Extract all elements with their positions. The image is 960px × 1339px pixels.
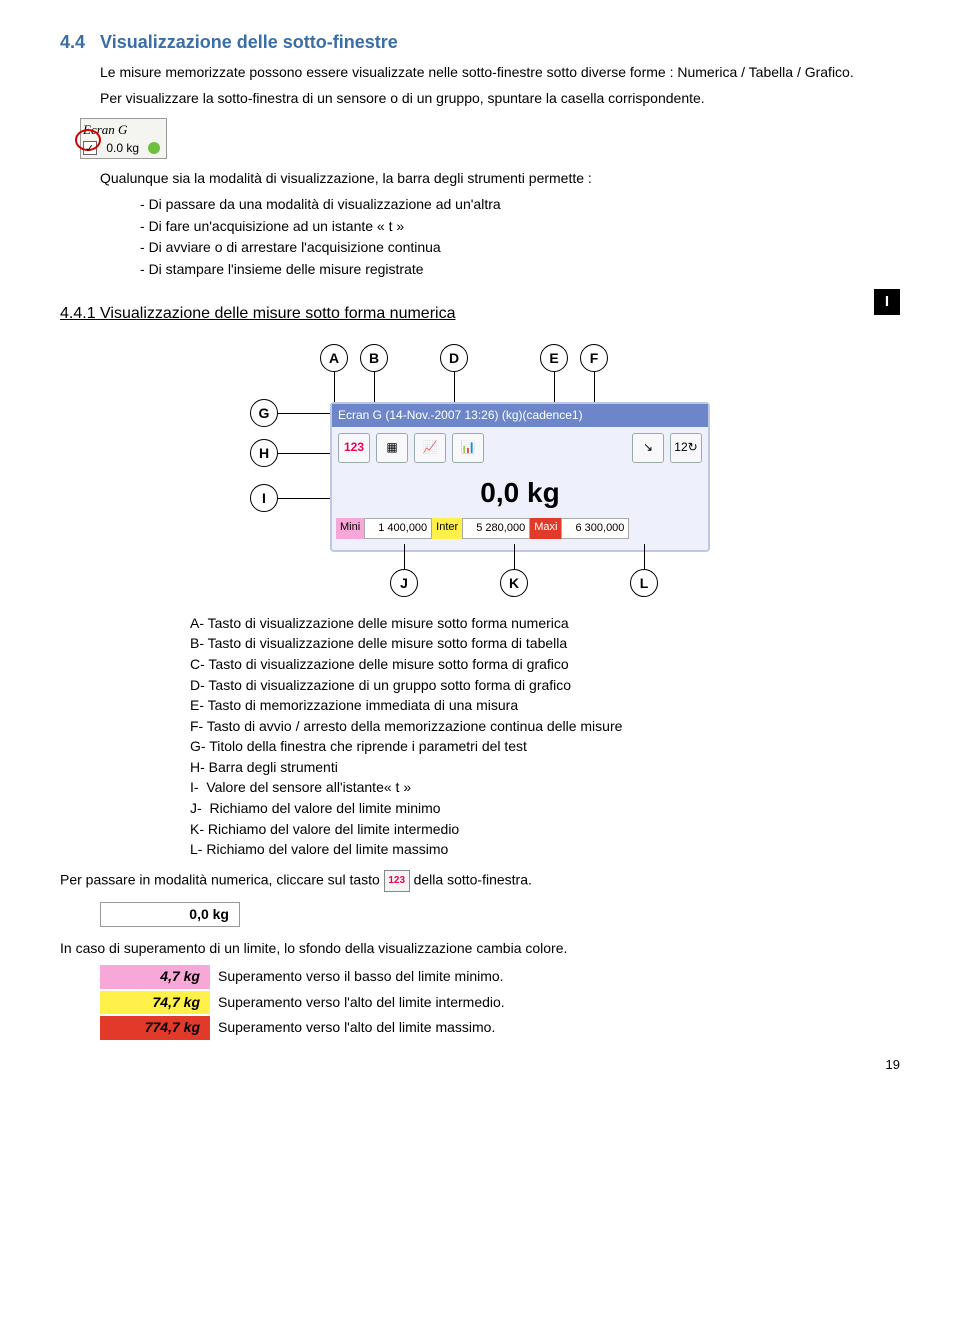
annot-i: I <box>250 484 278 512</box>
annot-h: H <box>250 439 278 467</box>
legend-text: Richiamo del valore del limite intermedi… <box>208 821 459 837</box>
ecran-value: 0.0 kg <box>106 141 139 155</box>
text: Per passare in modalità numerica, clicca… <box>60 872 384 888</box>
group-chart-button[interactable]: 📊 <box>452 433 484 463</box>
annot-a: A <box>320 344 348 372</box>
section-title: Visualizzazione delle sotto-finestre <box>100 32 398 52</box>
annot-d: D <box>440 344 468 372</box>
legend-j: J- Richiamo del valore del limite minimo <box>190 799 900 819</box>
panel-title: Ecran G (14-Nov.-2007 13:26) (kg)(cadenc… <box>332 404 708 427</box>
diagram-line <box>278 453 330 454</box>
legend-text: Tasto di visualizzazione di un gruppo so… <box>208 677 571 693</box>
limit-max-label: Maxi <box>530 518 561 539</box>
intro-2: Per visualizzare la sotto-finestra di un… <box>100 89 900 109</box>
limit-max-text: Superamento verso l'alto del limite mass… <box>218 1018 495 1038</box>
panel-toolbar: 123 ▦ 📈 📊 ↘ 12↻ <box>332 427 708 467</box>
section-number: 4.4 <box>60 32 85 52</box>
led-icon <box>148 142 160 154</box>
legend-e: E- Tasto di memorizzazione immediata di … <box>190 696 900 716</box>
subsection-number: 4.4.1 <box>60 305 96 322</box>
numeric-view-button[interactable]: 123 <box>338 433 370 463</box>
legend-b: B- Tasto di visualizzazione delle misure… <box>190 634 900 654</box>
chart-view-button[interactable]: 📈 <box>414 433 446 463</box>
page-number: 19 <box>60 1056 900 1074</box>
limit-min-swatch: 4,7 kg <box>100 965 210 989</box>
limit-max-swatch: 774,7 kg <box>100 1016 210 1040</box>
list-item: Di passare da una modalità di visualizza… <box>140 195 900 215</box>
annotated-diagram: A B D E F G H I Ecran G (14-Nov.-2007 13… <box>200 344 760 604</box>
legend-text: Tasto di visualizzazione delle misure so… <box>208 615 569 631</box>
diagram-line <box>278 413 330 414</box>
sensor-value: 0,0 kg <box>332 467 708 516</box>
list-item: Di fare un'acquisizione ad un istante « … <box>140 217 900 237</box>
annot-e: E <box>540 344 568 372</box>
limits-row: Mini 1 400,000 Inter 5 280,000 Maxi 6 30… <box>332 516 708 541</box>
annot-k: K <box>500 569 528 597</box>
list-item: Di avviare o di arrestare l'acquisizione… <box>140 238 900 258</box>
annot-l: L <box>630 569 658 597</box>
limit-min-text: Superamento verso il basso del limite mi… <box>218 967 504 987</box>
annot-f: F <box>580 344 608 372</box>
table-view-button[interactable]: ▦ <box>376 433 408 463</box>
intro-1: Le misure memorizzate possono essere vis… <box>100 63 900 83</box>
numeric-mode-instruction: Per passare in modalità numerica, clicca… <box>60 870 900 892</box>
annot-b: B <box>360 344 388 372</box>
legend-h: H- Barra degli strumenti <box>190 758 900 778</box>
legend-f: F- Tasto di avvio / arresto della memori… <box>190 717 900 737</box>
diagram-line <box>404 544 405 569</box>
limit-mid-label: Inter <box>432 518 462 539</box>
snapshot-button[interactable]: ↘ <box>632 433 664 463</box>
text: della sotto-finestra. <box>414 872 532 888</box>
legend-text: Tasto di memorizzazione immediata di una… <box>208 697 518 713</box>
limit-mid-swatch: 74,7 kg <box>100 991 210 1015</box>
record-toggle-button[interactable]: 12↻ <box>670 433 702 463</box>
annotation-legend: A- Tasto di visualizzazione delle misure… <box>190 614 900 860</box>
limit-min-label: Mini <box>336 518 364 539</box>
legend-text: Barra degli strumenti <box>209 759 338 775</box>
legend-g: G- Titolo della finestra che riprende i … <box>190 737 900 757</box>
diagram-line <box>644 544 645 569</box>
toolbar-intro: Qualunque sia la modalità di visualizzaz… <box>100 169 900 189</box>
legend-d: D- Tasto di visualizzazione di un gruppo… <box>190 676 900 696</box>
legend-a: A- Tasto di visualizzazione delle misure… <box>190 614 900 634</box>
toolbar-feature-list: Di passare da una modalità di visualizza… <box>140 195 900 279</box>
status-example: 0,0 kg <box>100 902 240 928</box>
diagram-line <box>278 498 330 499</box>
section-heading: 4.4 Visualizzazione delle sotto-finestre <box>60 30 900 55</box>
limit-mid-example: 74,7 kg Superamento verso l'alto del lim… <box>100 991 900 1015</box>
numeric-mode-icon[interactable]: 123 <box>384 870 410 892</box>
annot-j: J <box>390 569 418 597</box>
language-badge: I <box>874 289 900 315</box>
limit-max-value: 6 300,000 <box>561 518 629 539</box>
legend-text: Titolo della finestra che riprende i par… <box>209 738 527 754</box>
annot-g: G <box>250 399 278 427</box>
ecran-checkbox-example: Ecran G 0.0 kg <box>80 118 167 159</box>
limit-mid-value: 5 280,000 <box>462 518 530 539</box>
limit-min-example: 4,7 kg Superamento verso il basso del li… <box>100 965 900 989</box>
legend-text: Tasto di visualizzazione delle misure so… <box>208 635 568 651</box>
legend-text: Valore del sensore all'istante« t » <box>206 779 411 795</box>
legend-l: L- Richiamo del valore del limite massim… <box>190 840 900 860</box>
limit-max-example: 774,7 kg Superamento verso l'alto del li… <box>100 1016 900 1040</box>
subsection-title: Visualizzazione delle misure sotto forma… <box>100 305 455 322</box>
subwindow-panel: Ecran G (14-Nov.-2007 13:26) (kg)(cadenc… <box>330 402 710 552</box>
legend-k: K- Richiamo del valore del limite interm… <box>190 820 900 840</box>
limit-mid-text: Superamento verso l'alto del limite inte… <box>218 993 505 1013</box>
diagram-line <box>514 544 515 569</box>
subsection-heading: 4.4.1 Visualizzazione delle misure sotto… <box>60 303 455 325</box>
legend-text: Tasto di visualizzazione delle misure so… <box>208 656 568 672</box>
legend-text: Tasto di avvio / arresto della memorizza… <box>207 718 623 734</box>
legend-text: Richiamo del valore del limite massimo <box>206 841 448 857</box>
legend-text: Richiamo del valore del limite minimo <box>209 800 440 816</box>
limit-min-value: 1 400,000 <box>364 518 432 539</box>
legend-i: I- Valore del sensore all'istante« t » <box>190 778 900 798</box>
legend-c: C- Tasto di visualizzazione delle misure… <box>190 655 900 675</box>
limit-change-note: In caso di superamento di un limite, lo … <box>60 939 900 959</box>
list-item: Di stampare l'insieme delle misure regis… <box>140 260 900 280</box>
